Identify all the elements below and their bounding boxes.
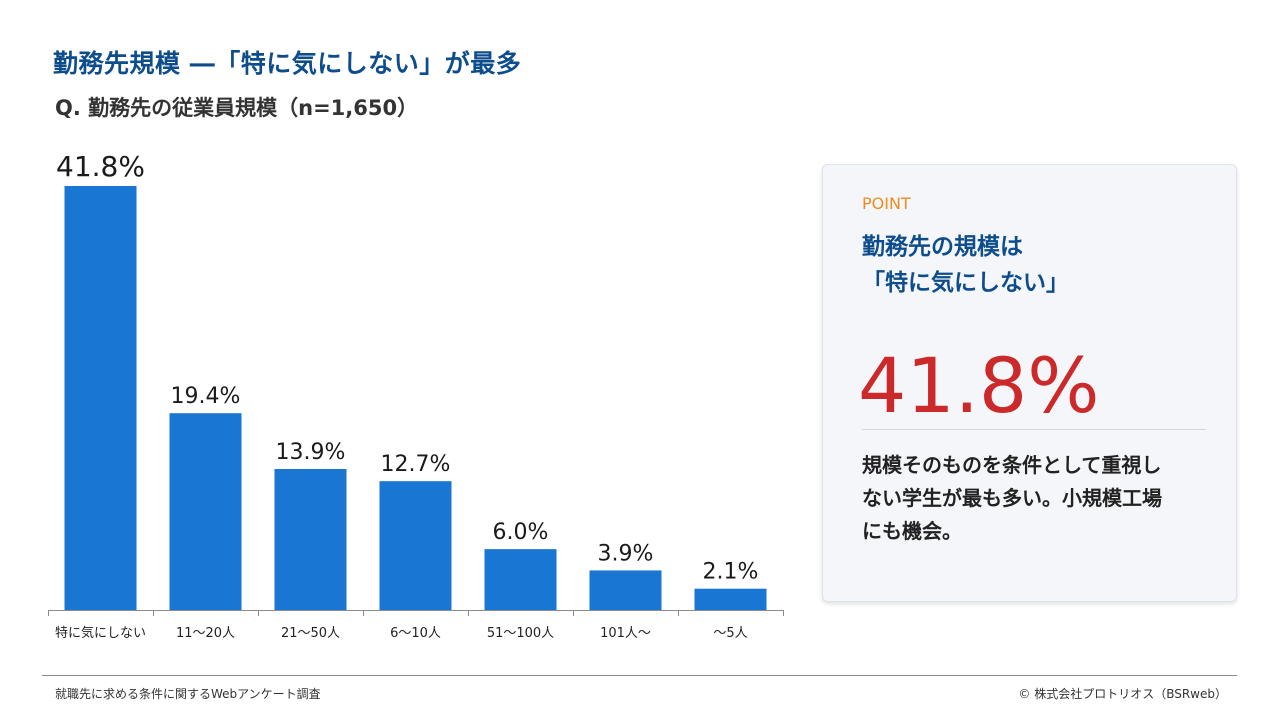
- category-label-6: ～5人: [713, 626, 747, 641]
- copyright: © 株式会社プロトリオス（BSRweb）: [1018, 687, 1227, 701]
- value-label-4: 6.0%: [493, 520, 549, 545]
- category-label-1: 11～20人: [176, 626, 235, 641]
- footer-divider: [42, 675, 1237, 676]
- bar-0: [64, 186, 137, 610]
- value-label-1: 19.4%: [171, 384, 241, 409]
- point-body-line-3: にも機会。: [862, 519, 962, 543]
- category-label-2: 21～50人: [281, 626, 340, 641]
- value-label-6: 2.1%: [703, 560, 759, 585]
- point-heading: 勤務先の規模は 「特に気にしない」: [862, 229, 1222, 301]
- category-label-4: 51～100人: [487, 626, 554, 641]
- bar-5: [589, 570, 662, 610]
- point-value: 41.8%: [858, 341, 1100, 430]
- point-label: POINT: [862, 194, 911, 213]
- bar-2: [274, 469, 347, 610]
- bar-6: [694, 588, 767, 610]
- slide-title: 勤務先規模 ―「特に気にしない」が最多: [53, 49, 522, 78]
- value-label-2: 13.9%: [276, 440, 346, 465]
- point-body-line-2: ない学生が最も多い。小規模工場: [862, 486, 1162, 510]
- value-label-5: 3.9%: [598, 541, 654, 566]
- bar-chart: 41.8% 特に気にしない 19.4% 11～20人 13.9% 21～50人 12.7% 6…: [48, 150, 784, 641]
- source-note: 就職先に求める条件に関するWebアンケート調査: [55, 687, 321, 701]
- bar-1: [169, 413, 242, 610]
- point-heading-line-2: 「特に気にしない」: [862, 270, 1069, 296]
- value-label-0: 41.8%: [56, 150, 145, 183]
- panel-divider: [862, 429, 1206, 430]
- point-heading-line-1: 勤務先の規模は: [862, 234, 1023, 260]
- category-label-3: 6～10人: [390, 626, 441, 641]
- point-body: 規模そのものを条件として重視し ない学生が最も多い。小規模工場 にも機会。: [862, 449, 1222, 548]
- bar-3: [379, 481, 452, 610]
- point-body-line-1: 規模そのものを条件として重視し: [862, 453, 1162, 477]
- question-subtitle: Q. 勤務先の従業員規模（n=1,650）: [55, 96, 419, 120]
- point-panel: POINT 勤務先の規模は 「特に気にしない」 41.8% 規模そのものを条件と…: [822, 164, 1237, 602]
- bar-4: [484, 549, 557, 610]
- value-label-3: 12.7%: [381, 452, 451, 477]
- category-label-5: 101人～: [600, 626, 651, 641]
- category-label-0: 特に気にしない: [55, 625, 146, 641]
